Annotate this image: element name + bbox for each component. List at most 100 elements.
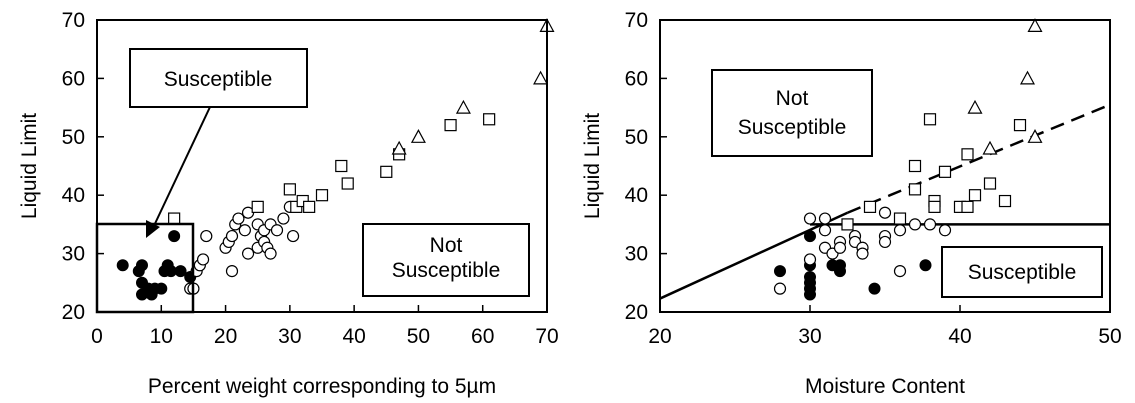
right-y-tick-label: 40 [625,184,648,207]
right-point-open-square [893,212,907,225]
left-x-tick-label: 40 [342,325,365,348]
left-point-filled-circle [174,265,187,278]
right-point-open-triangle [1027,18,1043,32]
left-x-tick-label: 20 [214,325,237,348]
left-point-open-triangle [455,99,471,114]
right-point-filled-circle [919,259,932,272]
left-x-tick-label: 0 [91,325,103,348]
left-susceptible-box [129,48,308,108]
right-point-open-circle [923,218,937,231]
right-point-open-circle [908,218,922,231]
right-point-open-triangle [1027,129,1043,143]
left-point-open-circle [225,229,239,243]
left-y-tick-label: 60 [62,67,85,90]
right-point-filled-circle [774,265,786,278]
right-boundary-lines [659,103,1111,300]
right-point-open-circle [938,224,952,237]
left-x-tick-label: 10 [150,325,173,348]
left-data-points [116,18,555,301]
left-x-tick-label: 50 [407,325,430,348]
right-point-open-square [968,189,982,202]
left-point-open-circle [286,229,300,243]
left-susceptible-label: Susceptible [164,68,273,91]
right-point-filled-circle [834,265,846,278]
left-point-open-circle [241,247,255,260]
left-point-open-triangle [533,70,549,85]
right-point-filled-circle [804,288,816,301]
left-y-tick-label: 50 [62,126,85,149]
right-point-open-square [908,183,922,196]
right-not-susceptible-line2: Susceptible [738,116,847,139]
right-data-points [773,18,1043,301]
right-point-open-square [841,218,854,231]
right-x-tick-label: 40 [948,325,971,348]
right-point-open-circle [773,282,787,295]
left-y-tick-label: 30 [62,243,85,266]
left-not-susceptible-box [362,223,530,297]
right-point-open-circle [878,235,892,249]
left-point-open-circle [196,253,210,266]
right-point-filled-circle [868,282,881,295]
right-point-open-circle [878,206,892,219]
left-point-filled-circle [168,230,181,243]
left-point-open-circle [232,212,245,225]
right-point-open-triangle [982,140,998,155]
left-point-open-circle [270,224,284,237]
right-y-tick-label: 60 [625,67,648,90]
left-point-filled-circle [136,259,148,272]
chart-right: 20 30 40 50 20 30 40 50 60 70 Liquid Limit Moistu… [581,9,1122,398]
right-y-tick-label: 70 [625,9,648,32]
right-point-open-circle [803,212,817,225]
left-x-tick-label: 60 [471,325,494,348]
left-point-open-square [380,165,393,178]
left-not-susceptible-line1: Not [430,234,463,257]
right-point-open-square [938,165,952,178]
right-x-axis-title: Moisture Content [805,375,965,398]
right-x-tick-label: 50 [1098,325,1121,348]
right-y-tick-label: 30 [625,243,648,266]
right-point-open-circle [893,265,907,278]
left-point-open-circle [277,212,290,225]
left-point-open-circle [264,247,277,260]
right-plot-frame [659,19,1111,313]
left-point-open-circle [225,265,239,278]
right-x-tick-label: 30 [798,325,821,348]
left-y-tick-label: 40 [62,184,85,207]
right-point-open-square [1013,119,1027,132]
left-y-axis-title: Liquid Limit [18,113,41,219]
right-y-tick-label: 50 [625,126,648,149]
right-point-filled-circle [804,230,816,243]
left-point-open-square [168,212,181,225]
right-point-open-circle [818,224,832,237]
right-susceptible-box [941,246,1103,298]
right-point-open-square [983,177,997,190]
right-point-open-square [908,159,922,173]
right-ticks: 20 30 40 50 20 30 40 50 60 70 [625,9,1122,348]
left-point-open-square [303,200,316,213]
right-point-open-square [928,200,941,213]
left-point-open-triangle [410,129,426,143]
right-point-open-circle [803,253,817,266]
left-susceptible-arrow [151,106,211,231]
right-not-susceptible-box [711,69,873,157]
left-y-tick-label: 70 [62,9,85,32]
right-point-open-circle [833,241,847,254]
left-point-open-square [483,113,496,126]
right-x-tick-label: 20 [648,325,671,348]
left-point-open-triangle [391,140,407,155]
right-y-tick-label: 20 [625,301,648,324]
left-not-susceptible-line2: Susceptible [392,259,501,282]
left-point-open-square [315,189,329,202]
left-point-filled-circle [155,282,168,295]
left-point-open-square [283,183,296,196]
right-susceptible-label: Susceptible [968,261,1077,284]
left-point-open-square [444,119,457,132]
left-susceptible-region [95,222,195,314]
right-point-open-square [863,200,877,213]
chart-left: 0 10 20 30 40 50 60 70 20 30 40 50 60 70 Liquid Limit… [18,9,559,398]
left-x-tick-label: 30 [278,325,301,348]
right-point-open-circle [818,212,832,225]
right-boundary-line-solid [659,211,849,300]
right-point-open-square [923,113,937,126]
